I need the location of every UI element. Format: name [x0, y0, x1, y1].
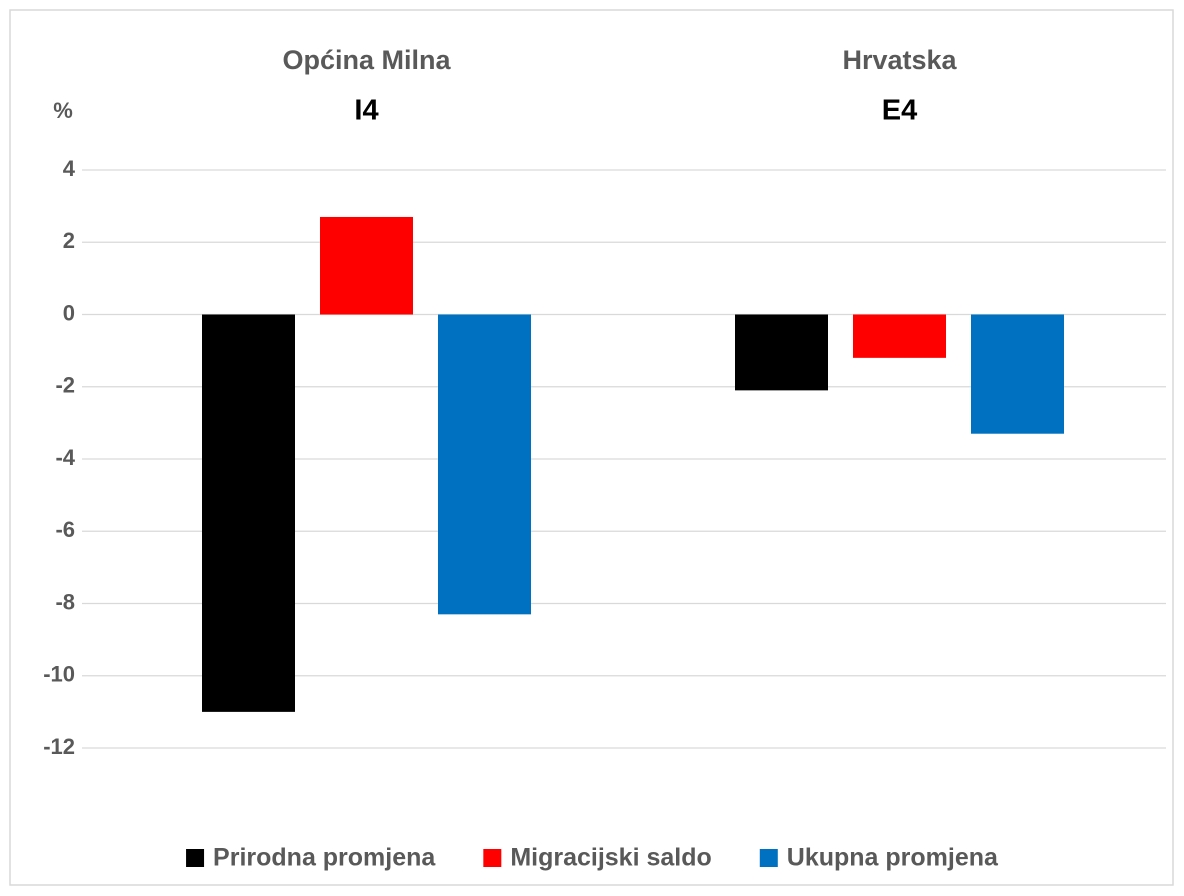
y-tick-label: -2 — [55, 373, 75, 398]
category-code: E4 — [882, 95, 917, 127]
y-tick-label: -6 — [55, 517, 75, 542]
y-tick-label: 0 — [63, 300, 75, 325]
legend-label: Ukupna promjena — [787, 844, 999, 872]
y-tick-label: -12 — [43, 734, 75, 759]
category-label: Hrvatska — [842, 45, 957, 75]
bar — [438, 314, 531, 615]
bar — [735, 314, 828, 391]
legend-label: Prirodna promjena — [213, 844, 436, 872]
y-tick-label: -10 — [43, 662, 75, 687]
chart-border — [9, 9, 1174, 886]
legend-label: Migracijski saldo — [510, 844, 711, 872]
category-code: I4 — [354, 95, 378, 127]
bar — [320, 216, 413, 315]
category-label: Općina Milna — [282, 45, 451, 75]
y-tick-label: 4 — [63, 156, 76, 181]
bar — [971, 314, 1064, 434]
legend-swatch — [759, 849, 778, 867]
bar — [853, 314, 946, 358]
y-tick-label: -8 — [55, 589, 75, 614]
y-axis-label: % — [53, 98, 73, 123]
y-tick-label: -4 — [55, 445, 75, 470]
bar — [202, 314, 295, 712]
legend-swatch — [186, 849, 205, 867]
legend-swatch — [483, 849, 502, 867]
y-tick-label: 2 — [63, 228, 75, 253]
